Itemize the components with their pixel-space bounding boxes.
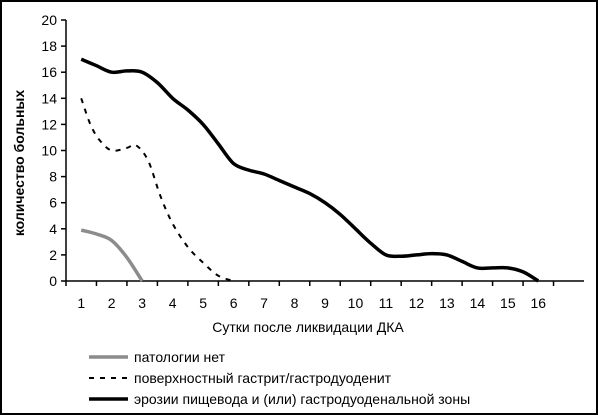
- y-tick-label: 4: [49, 221, 57, 237]
- x-axis-ticks: 1 2 3 4 5 6 7 8 9 10 11 12 13 14 15 16: [65, 281, 555, 311]
- x-tick-label: 11: [379, 295, 394, 311]
- x-tick-label: 8: [291, 295, 299, 311]
- x-tick-label: 5: [199, 295, 207, 311]
- series-superficial-gastritis-line: [80, 97, 234, 282]
- y-tick-label: 14: [41, 90, 57, 106]
- y-axis-ticks: 0 2 4 6 8 10 12 14 16 18 20: [41, 12, 66, 289]
- x-tick-label: 9: [321, 295, 329, 311]
- series-layer: [80, 57, 540, 283]
- x-tick-label: 16: [531, 295, 547, 311]
- legend: патологии нет поверхностный гастрит/гастр…: [89, 349, 470, 407]
- x-tick-label: 6: [230, 295, 238, 311]
- x-axis-title: Сутки после ликвидации ДКА: [212, 319, 404, 335]
- x-tick-label: 3: [138, 295, 146, 311]
- x-tick-label: 7: [260, 295, 268, 311]
- y-tick-label: 2: [49, 247, 57, 263]
- x-tick-label: 2: [108, 295, 116, 311]
- x-tick-label: 13: [439, 295, 455, 311]
- x-tick-label: 14: [470, 295, 486, 311]
- series-erosions-line: [80, 57, 540, 283]
- x-tick-label: 10: [348, 295, 364, 311]
- y-tick-label: 6: [49, 195, 57, 211]
- y-tick-label: 0: [49, 273, 57, 289]
- legend-label: эрозии пищевода и (или) гастродуоденальн…: [134, 391, 470, 407]
- x-tick-label: 15: [500, 295, 516, 311]
- x-tick-label: 12: [409, 295, 425, 311]
- y-tick-label: 10: [41, 143, 57, 159]
- y-tick-label: 20: [41, 12, 57, 28]
- y-tick-label: 12: [41, 116, 57, 132]
- y-axis-title: количество больных: [11, 90, 27, 237]
- series-no-pathology-line: [80, 228, 144, 282]
- legend-item-no-pathology: патологии нет: [89, 349, 226, 365]
- legend-label: патологии нет: [134, 349, 226, 365]
- legend-item-superficial-gastritis: поверхностный гастрит/гастродуоденит: [89, 370, 392, 386]
- legend-item-erosions: эрозии пищевода и (или) гастродуоденальн…: [89, 391, 470, 407]
- y-tick-label: 8: [49, 169, 57, 185]
- x-tick-label: 1: [77, 295, 85, 311]
- y-tick-label: 18: [41, 38, 57, 54]
- y-tick-label: 16: [41, 64, 57, 80]
- x-tick-label: 4: [169, 295, 177, 311]
- legend-label: поверхностный гастрит/гастродуоденит: [134, 370, 392, 386]
